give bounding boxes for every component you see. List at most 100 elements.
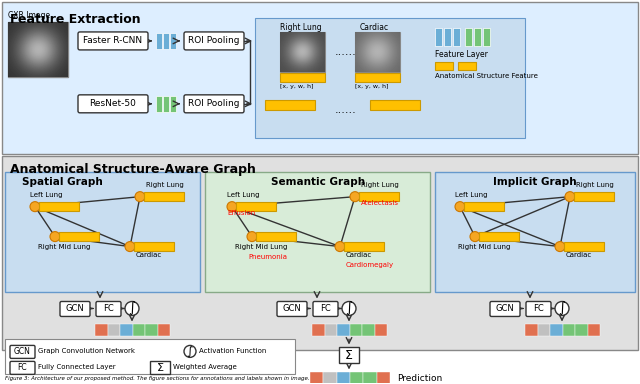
Bar xyxy=(170,96,176,112)
Text: Feature Layer: Feature Layer xyxy=(435,50,488,59)
Bar xyxy=(349,324,362,336)
Bar xyxy=(39,202,79,211)
Text: $\Sigma$: $\Sigma$ xyxy=(344,349,353,362)
Text: Right Mid Lung: Right Mid Lung xyxy=(235,243,287,250)
Bar xyxy=(323,372,337,384)
Bar xyxy=(337,324,349,336)
Bar xyxy=(132,324,145,336)
Text: Figure 3: Architecture of our proposed method. The figure sections for annotatio: Figure 3: Architecture of our proposed m… xyxy=(5,376,310,381)
Bar xyxy=(145,324,157,336)
Text: Effusion: Effusion xyxy=(227,210,255,216)
Bar xyxy=(575,324,588,336)
Bar xyxy=(120,324,132,336)
Text: ......: ...... xyxy=(335,105,356,115)
FancyBboxPatch shape xyxy=(78,95,148,113)
Text: Semantic Graph: Semantic Graph xyxy=(271,177,365,187)
Text: $\int$: $\int$ xyxy=(128,300,136,318)
FancyBboxPatch shape xyxy=(313,301,338,316)
Text: Right Lung: Right Lung xyxy=(361,182,399,188)
Text: Anatomical Structure-Aware Graph: Anatomical Structure-Aware Graph xyxy=(10,163,256,176)
Bar xyxy=(170,33,176,49)
Text: Activation Function: Activation Function xyxy=(199,348,266,354)
Bar xyxy=(458,62,476,70)
Text: Faster R-CNN: Faster R-CNN xyxy=(83,36,143,45)
FancyBboxPatch shape xyxy=(10,361,35,374)
Bar xyxy=(312,324,324,336)
Text: [x, y, w, h]: [x, y, w, h] xyxy=(355,84,388,89)
Text: $\Sigma$: $\Sigma$ xyxy=(156,361,164,373)
Bar xyxy=(2,2,638,154)
FancyBboxPatch shape xyxy=(96,301,121,316)
Text: Graph Convolution Network: Graph Convolution Network xyxy=(38,348,135,354)
Bar xyxy=(205,172,430,291)
Text: ROI Pooling: ROI Pooling xyxy=(188,99,240,108)
Text: Cardiomegaly: Cardiomegaly xyxy=(346,262,394,268)
Text: Atelectasis: Atelectasis xyxy=(361,200,399,206)
Bar xyxy=(377,372,390,384)
Text: Right Mid Lung: Right Mid Lung xyxy=(38,243,90,250)
Text: Cardiac: Cardiac xyxy=(566,252,592,258)
Bar xyxy=(95,324,108,336)
Bar xyxy=(483,28,490,46)
Text: $\int$: $\int$ xyxy=(558,300,566,318)
Bar xyxy=(364,372,377,384)
Text: ......: ...... xyxy=(335,47,356,57)
Bar xyxy=(479,232,519,241)
Circle shape xyxy=(342,301,356,316)
Circle shape xyxy=(455,202,465,212)
Bar xyxy=(474,28,481,46)
Circle shape xyxy=(125,301,139,316)
Bar xyxy=(339,348,359,363)
Bar xyxy=(564,242,604,251)
Text: GCN: GCN xyxy=(495,305,515,313)
FancyBboxPatch shape xyxy=(184,95,244,113)
Circle shape xyxy=(555,242,565,252)
Circle shape xyxy=(30,202,40,212)
Bar xyxy=(550,324,563,336)
Text: Pneumonia: Pneumonia xyxy=(248,253,287,260)
FancyBboxPatch shape xyxy=(490,301,520,316)
Bar xyxy=(144,192,184,201)
Text: Right Lung: Right Lung xyxy=(146,182,184,188)
Circle shape xyxy=(50,232,60,242)
Bar xyxy=(374,324,387,336)
Text: Implicit Graph: Implicit Graph xyxy=(493,177,577,187)
Text: ROI Pooling: ROI Pooling xyxy=(188,36,240,45)
Text: Fully Connected Layer: Fully Connected Layer xyxy=(38,364,116,371)
Bar xyxy=(362,324,374,336)
Bar xyxy=(464,202,504,211)
Bar xyxy=(157,324,170,336)
Bar xyxy=(255,18,525,138)
FancyBboxPatch shape xyxy=(277,301,307,316)
Circle shape xyxy=(135,192,145,202)
Circle shape xyxy=(184,346,196,358)
FancyBboxPatch shape xyxy=(184,32,244,50)
Text: GCN: GCN xyxy=(66,305,84,313)
Text: $\int$: $\int$ xyxy=(186,344,194,359)
Bar xyxy=(453,28,460,46)
Bar xyxy=(5,172,200,291)
Bar xyxy=(465,28,472,46)
Bar xyxy=(108,324,120,336)
Text: Anatomical Structure Feature: Anatomical Structure Feature xyxy=(435,73,538,79)
Text: Cardiac: Cardiac xyxy=(360,23,389,32)
Bar xyxy=(538,324,550,336)
Text: Right Lung: Right Lung xyxy=(280,23,322,32)
Bar xyxy=(435,28,442,46)
Bar xyxy=(156,96,161,112)
Text: FC: FC xyxy=(320,305,331,313)
Text: GCN: GCN xyxy=(14,348,31,356)
Bar xyxy=(310,372,323,384)
Bar xyxy=(574,192,614,201)
Bar xyxy=(344,242,384,251)
FancyBboxPatch shape xyxy=(78,32,148,50)
Bar xyxy=(370,100,420,110)
Bar xyxy=(5,339,295,374)
Text: Right Lung: Right Lung xyxy=(576,182,614,188)
Bar xyxy=(350,372,364,384)
Bar xyxy=(265,100,315,110)
Text: Prediction: Prediction xyxy=(397,374,442,383)
FancyBboxPatch shape xyxy=(60,301,90,316)
Bar xyxy=(59,232,99,241)
Bar xyxy=(355,32,400,72)
